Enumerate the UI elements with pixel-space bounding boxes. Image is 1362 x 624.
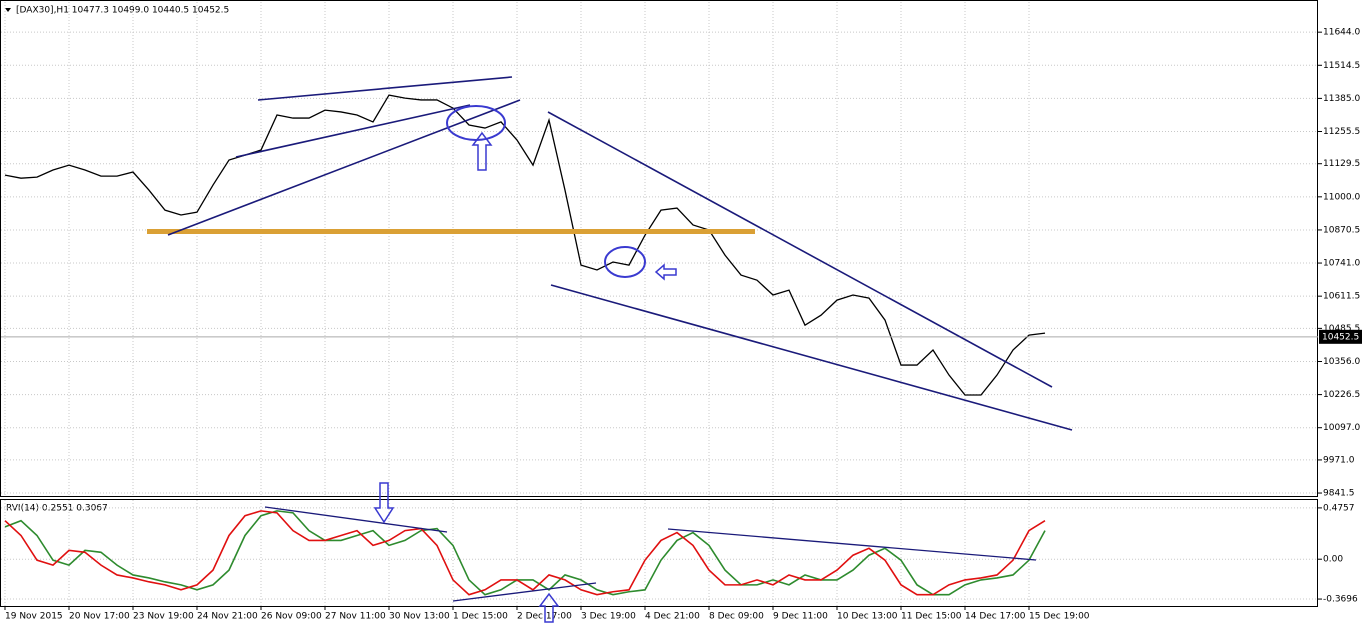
x-tick-label: 23 Nov 19:00	[133, 612, 194, 622]
x-tick-label: 24 Nov 21:00	[197, 612, 258, 622]
x-tick-label: 15 Dec 19:00	[1029, 612, 1090, 622]
y-tick-label: 11000.0	[1323, 192, 1360, 202]
y-tick-label: 11129.5	[1323, 159, 1360, 169]
x-tick-label: 8 Dec 09:00	[709, 612, 764, 622]
support-band	[147, 229, 755, 234]
arrow-up	[538, 592, 560, 623]
x-tick-label: 3 Dec 19:00	[581, 612, 636, 622]
rvi-title: RVI(14) 0.2551 0.3067	[6, 504, 108, 514]
y-tick-label: 11514.5	[1323, 61, 1360, 71]
y-tick-label: 10356.0	[1323, 357, 1360, 367]
price-title: [DAX30],H1 10477.3 10499.0 10440.5 10452…	[16, 6, 229, 16]
x-tick-label: 19 Nov 2015	[5, 612, 63, 622]
annotations	[147, 76, 1073, 623]
y-tick-label: 11385.0	[1323, 94, 1360, 104]
x-tick-label: 26 Nov 09:00	[261, 612, 322, 622]
trend-line	[667, 528, 1037, 561]
last-price-label: 10452.5	[1322, 332, 1359, 342]
y-tick-label: 0.4757	[1323, 503, 1355, 513]
y-tick-label: 10741.0	[1323, 259, 1360, 269]
trend-line	[257, 76, 513, 101]
x-tick-label: 4 Dec 21:00	[645, 612, 700, 622]
x-tick-label: 14 Dec 17:00	[965, 612, 1026, 622]
series-line	[4, 94, 1046, 396]
arrow-up	[471, 131, 493, 171]
x-tick-label: 20 Nov 17:00	[69, 612, 130, 622]
x-tick-label: 11 Dec 15:00	[901, 612, 962, 622]
trend-line	[550, 284, 1073, 431]
trend-line	[264, 506, 448, 533]
trend-line	[235, 104, 471, 158]
x-tick-label: 30 Nov 13:00	[389, 612, 450, 622]
last-price-box	[1319, 329, 1362, 344]
x-tick-label: 27 Nov 11:00	[325, 612, 386, 622]
series-line	[4, 510, 1046, 596]
y-tick-label: 11255.5	[1323, 127, 1360, 137]
y-tick-label: 0.00	[1323, 555, 1343, 565]
trend-line	[547, 111, 1053, 388]
y-tick-label: 10870.5	[1323, 225, 1360, 235]
y-tick-label: 10485.5	[1323, 324, 1360, 334]
y-tick-label: 11644.0	[1323, 28, 1360, 38]
series-line	[4, 510, 1046, 596]
arrow-left	[654, 263, 677, 281]
x-tick-label: 9 Dec 11:00	[773, 612, 828, 622]
rvi-panel-frame	[0, 499, 1318, 607]
x-tick-label: 10 Dec 13:00	[837, 612, 898, 622]
y-tick-label: 10611.5	[1323, 292, 1360, 302]
x-tick-label: 1 Dec 15:00	[453, 612, 508, 622]
y-tick-label: 9841.5	[1323, 489, 1355, 499]
highlight-ellipse	[604, 246, 646, 278]
arrow-down	[373, 482, 395, 524]
y-tick-label: 10226.5	[1323, 390, 1360, 400]
price-panel-frame	[0, 0, 1318, 497]
trend-line	[452, 582, 597, 602]
y-tick-label: -0.3696	[1323, 595, 1358, 605]
menu-triangle[interactable]	[5, 8, 11, 12]
trend-line	[167, 99, 521, 236]
y-tick-label: 10097.0	[1323, 423, 1360, 433]
y-tick-label: 9971.0	[1323, 455, 1355, 465]
